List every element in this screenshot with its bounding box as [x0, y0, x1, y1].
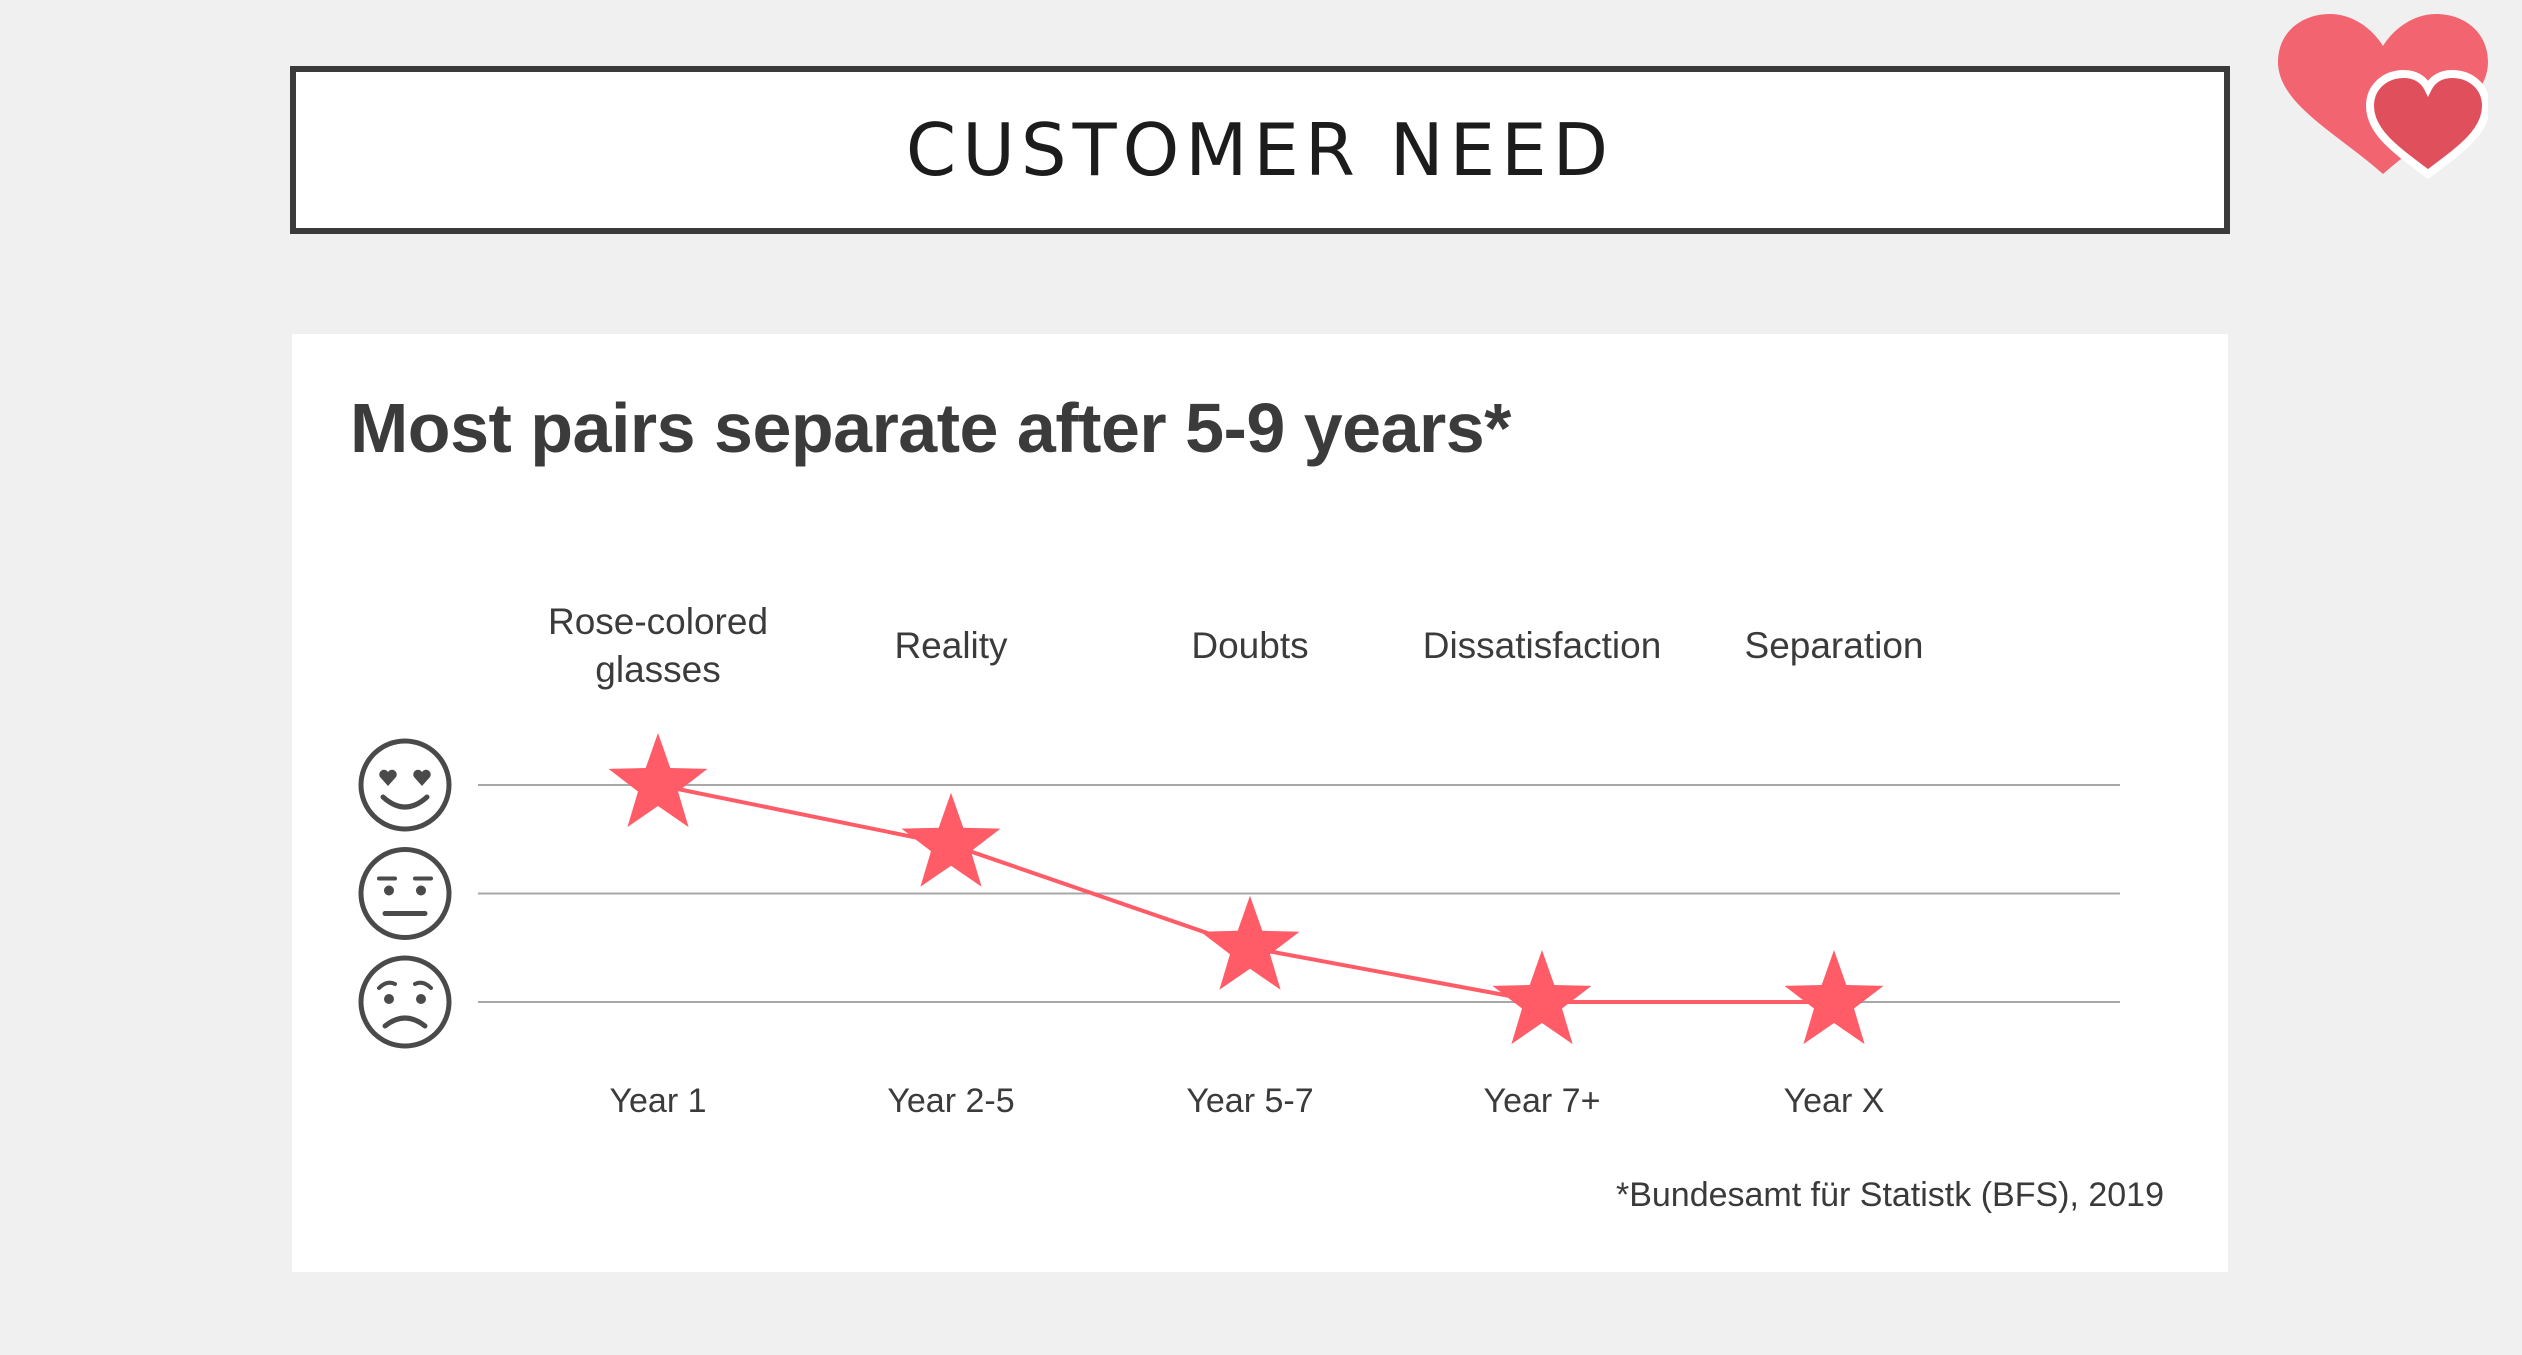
phase-label: Rose-colored glasses [548, 601, 768, 690]
neutral-face-icon [358, 847, 452, 940]
x-tick-label: Year 1 [609, 1082, 706, 1120]
x-tick-label: Year 5-7 [1186, 1082, 1313, 1120]
source-note: *Bundesamt für Statistk (BFS), 2019 [1615, 1176, 2164, 1214]
eye [416, 994, 426, 1004]
x-tick-label: Year 7+ [1484, 1082, 1601, 1120]
phase-label-line: Doubts [1191, 625, 1308, 666]
chart-heading: Most pairs separate after 5-9 years* [350, 389, 1511, 467]
brow [377, 980, 397, 990]
double-heart-logo-icon [2278, 14, 2488, 179]
eye [384, 994, 394, 1004]
eye [384, 885, 394, 896]
eye [416, 885, 426, 896]
star-marker [1784, 950, 1884, 1045]
phase-label: Doubts [1191, 625, 1308, 666]
x-tick-label: Year X [1784, 1082, 1885, 1120]
phase-label-line: Dissatisfaction [1423, 625, 1662, 666]
worried-face-icon [358, 955, 452, 1049]
phase-label-line: Reality [894, 625, 1008, 666]
phase-label-line: Separation [1745, 625, 1924, 666]
frown [382, 1015, 428, 1029]
page-title: CUSTOMER NEED [905, 108, 1615, 192]
brow [413, 980, 433, 990]
star-marker [1492, 950, 1592, 1045]
face-outline [358, 955, 452, 1049]
phase-label: Separation [1745, 625, 1924, 666]
phase-label-line: glasses [595, 649, 720, 690]
heart-eye [413, 769, 431, 786]
heart-eyes-face-icon [358, 738, 452, 832]
smile [380, 794, 430, 810]
x-tick-label: Year 2-5 [887, 1082, 1014, 1120]
star-marker [1200, 895, 1300, 990]
phase-label-line: Rose-colored [548, 601, 768, 642]
face-outline [358, 847, 452, 940]
journey-line-chart: Rose-colored glasses Reality Doubts Dissatis… [358, 601, 2120, 1120]
chart-card: Most pairs separate after 5-9 years* Ros… [292, 334, 2228, 1272]
phase-label: Reality [894, 625, 1008, 666]
star-marker [608, 733, 708, 828]
heart-eye [379, 769, 397, 786]
star-marker [901, 792, 1001, 887]
phase-label: Dissatisfaction [1423, 625, 1662, 666]
title-box: CUSTOMER NEED [290, 66, 2230, 234]
logo-heart-front [2365, 69, 2488, 179]
face-outline [358, 738, 452, 832]
